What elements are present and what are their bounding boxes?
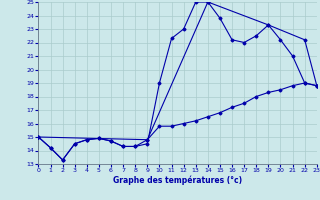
X-axis label: Graphe des températures (°c): Graphe des températures (°c) [113, 176, 242, 185]
